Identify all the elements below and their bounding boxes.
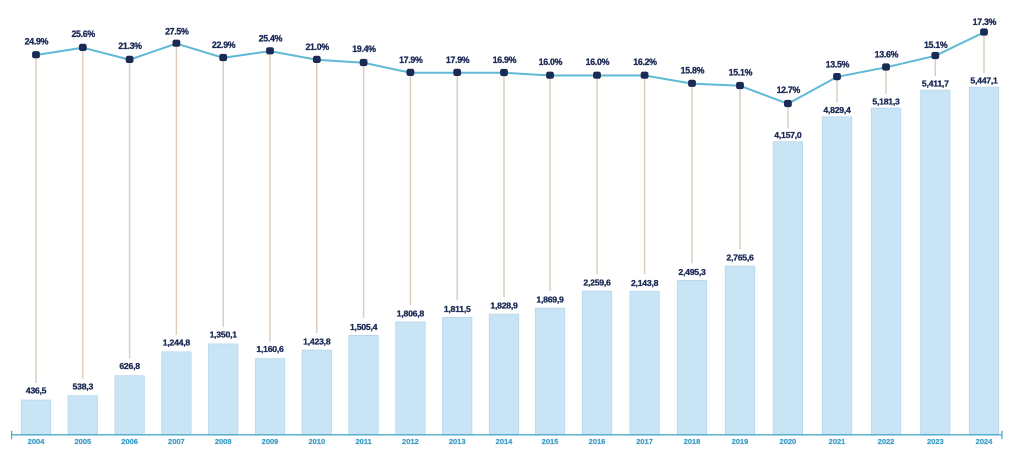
- svg-text:16.0%: 16.0%: [586, 57, 610, 67]
- svg-text:2,143,8: 2,143,8: [631, 278, 659, 288]
- svg-text:12.7%: 12.7%: [777, 85, 801, 95]
- svg-text:2,259,6: 2,259,6: [583, 278, 611, 288]
- svg-text:17.9%: 17.9%: [446, 55, 470, 65]
- svg-text:1,350,1: 1,350,1: [210, 330, 238, 340]
- svg-text:17.9%: 17.9%: [399, 55, 423, 65]
- svg-text:2015: 2015: [542, 437, 559, 446]
- svg-text:2,495,3: 2,495,3: [678, 267, 706, 277]
- svg-text:16.2%: 16.2%: [633, 57, 657, 67]
- svg-text:2005: 2005: [74, 437, 91, 446]
- svg-text:13.6%: 13.6%: [875, 49, 899, 59]
- svg-text:13.5%: 13.5%: [826, 60, 850, 70]
- svg-text:436,5: 436,5: [26, 386, 47, 396]
- svg-text:1,244,8: 1,244,8: [163, 337, 191, 347]
- svg-text:2014: 2014: [496, 437, 514, 446]
- svg-text:1,828,9: 1,828,9: [490, 301, 518, 311]
- svg-text:2007: 2007: [168, 437, 185, 446]
- svg-text:1,160,6: 1,160,6: [256, 344, 284, 354]
- svg-text:19.4%: 19.4%: [352, 44, 376, 54]
- svg-text:5,447,1: 5,447,1: [970, 76, 998, 86]
- svg-text:24.9%: 24.9%: [25, 36, 49, 46]
- svg-text:538,3: 538,3: [73, 381, 94, 391]
- svg-text:1,869,9: 1,869,9: [536, 295, 564, 305]
- svg-text:21.3%: 21.3%: [118, 41, 142, 51]
- svg-text:626,8: 626,8: [119, 361, 140, 371]
- svg-text:17.3%: 17.3%: [973, 17, 997, 27]
- svg-text:2013: 2013: [449, 437, 466, 446]
- svg-text:27.5%: 27.5%: [165, 27, 189, 37]
- svg-text:22.9%: 22.9%: [212, 40, 236, 50]
- svg-text:2023: 2023: [927, 437, 944, 446]
- svg-text:2022: 2022: [878, 437, 895, 446]
- svg-text:1,423,8: 1,423,8: [303, 337, 331, 347]
- svg-text:2018: 2018: [684, 437, 701, 446]
- svg-text:2009: 2009: [262, 437, 279, 446]
- svg-text:16.9%: 16.9%: [493, 55, 517, 65]
- svg-text:2012: 2012: [402, 437, 419, 446]
- svg-text:2017: 2017: [636, 437, 653, 446]
- svg-text:5,411,7: 5,411,7: [922, 79, 949, 89]
- svg-text:2,765,6: 2,765,6: [726, 253, 754, 263]
- svg-text:2010: 2010: [308, 437, 325, 446]
- svg-text:2008: 2008: [215, 437, 232, 446]
- svg-text:21.0%: 21.0%: [305, 42, 329, 52]
- svg-text:1,811,5: 1,811,5: [444, 304, 471, 314]
- svg-text:2024: 2024: [976, 437, 994, 446]
- svg-text:1,806,8: 1,806,8: [397, 309, 425, 319]
- svg-text:2021: 2021: [829, 437, 846, 446]
- svg-text:4,157,0: 4,157,0: [774, 130, 802, 140]
- svg-text:2016: 2016: [589, 437, 606, 446]
- svg-text:2011: 2011: [355, 437, 371, 446]
- svg-text:1,505,4: 1,505,4: [350, 322, 378, 332]
- svg-text:5,181,3: 5,181,3: [872, 96, 900, 106]
- svg-text:15.1%: 15.1%: [729, 68, 753, 78]
- svg-text:2019: 2019: [732, 437, 749, 446]
- svg-text:2006: 2006: [121, 437, 138, 446]
- svg-text:15.8%: 15.8%: [681, 65, 705, 75]
- svg-text:16.0%: 16.0%: [539, 57, 563, 67]
- svg-text:25.6%: 25.6%: [71, 29, 95, 39]
- svg-text:25.4%: 25.4%: [259, 34, 283, 44]
- svg-text:4,829,4: 4,829,4: [823, 105, 851, 115]
- svg-text:2004: 2004: [28, 437, 46, 446]
- svg-text:2020: 2020: [780, 437, 797, 446]
- svg-text:15.1%: 15.1%: [924, 40, 948, 50]
